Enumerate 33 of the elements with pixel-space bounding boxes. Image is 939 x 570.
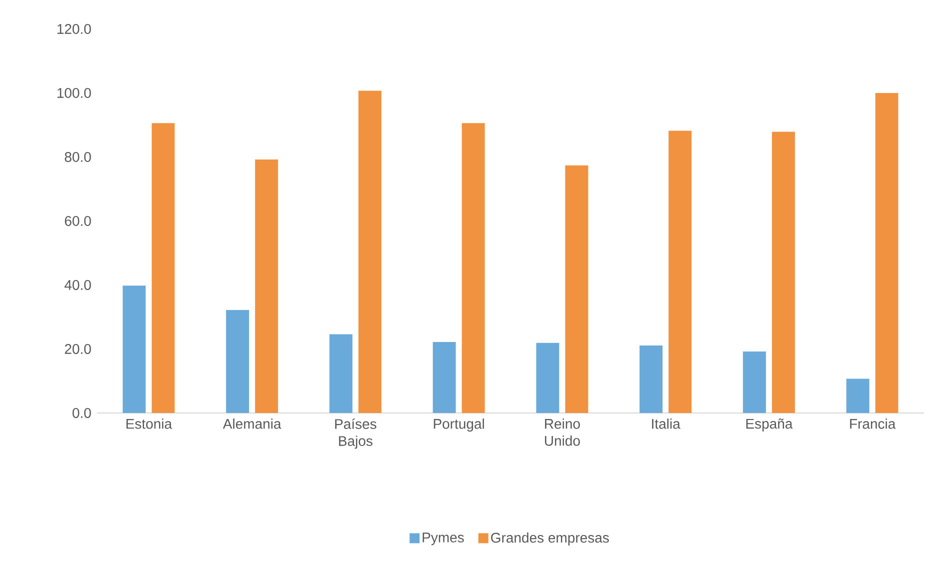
x-tick-label: España (746, 418, 793, 432)
y-tick-label: 100.0 (58, 88, 91, 98)
bar (668, 130, 692, 413)
x-tick-label: Reino Unido (544, 418, 580, 446)
bar (255, 160, 278, 413)
bar (329, 334, 352, 413)
y-tick-label: 20.0 (64, 344, 91, 354)
x-tick-label: Alemania (222, 418, 282, 429)
bar (536, 342, 560, 413)
y-tick-label: 0.0 (72, 408, 91, 418)
legend-label: Grandes empresas (491, 532, 609, 546)
bar (226, 310, 250, 413)
y-tick-label: 80.0 (64, 152, 91, 162)
bar (875, 92, 898, 413)
x-tick-label: Francia (850, 418, 896, 429)
x-tick-label: Países Bajos (335, 418, 376, 449)
bar (565, 165, 588, 413)
legend-label: Pymes (422, 532, 464, 546)
bar (640, 345, 663, 413)
bar (432, 342, 456, 413)
y-tick-label: 60.0 (64, 216, 91, 226)
bar (772, 132, 795, 413)
bar (462, 123, 485, 413)
x-tick-label: Portugal (434, 418, 484, 432)
bar (846, 378, 870, 413)
bar (122, 286, 146, 413)
y-tick-label: 120.0 (58, 24, 91, 34)
x-tick-label: Italia (652, 418, 680, 429)
y-tick-label: 40.0 (64, 280, 91, 290)
bar (152, 123, 175, 413)
x-tick-label: Estonia (126, 418, 172, 429)
bar (742, 352, 766, 413)
bar (358, 90, 382, 413)
